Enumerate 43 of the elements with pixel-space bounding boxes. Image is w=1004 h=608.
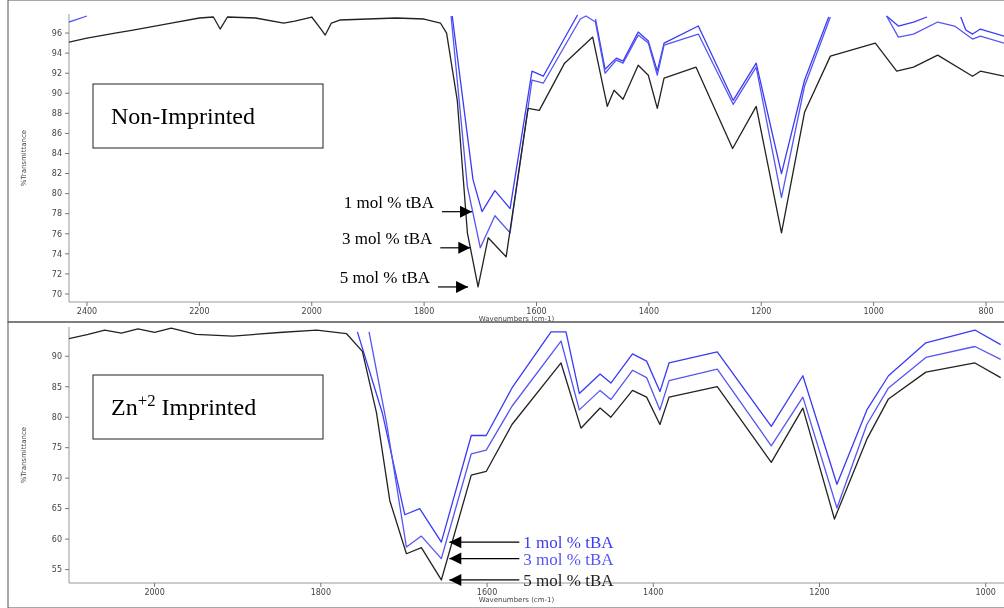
- text: 1 mol % tBA: [343, 192, 435, 212]
- y-tick-label: 76: [51, 229, 62, 239]
- x-tick-label: 1200: [751, 307, 772, 316]
- y-tick-label: 80: [51, 189, 62, 199]
- x-tick-label: 1400: [643, 588, 664, 597]
- x-tick-label: 1000: [863, 307, 884, 316]
- text: Non-Imprinted: [111, 103, 255, 129]
- x-tick-label: 2000: [301, 307, 322, 316]
- y-tick-label: 82: [51, 169, 62, 179]
- y-tick-label: 78: [51, 209, 62, 219]
- x-tick-label: 1000: [975, 588, 996, 597]
- x-tick-label: 2000: [144, 588, 165, 597]
- text: 3 mol % tBA: [342, 228, 434, 248]
- y-tick-label: 85: [51, 382, 62, 392]
- x-tick-label: 1800: [310, 588, 332, 597]
- y-tick-label: 75: [51, 443, 62, 453]
- y-tick-label: 92: [51, 69, 62, 79]
- y-tick-label: 88: [51, 109, 62, 119]
- y-tick-label: 96: [51, 28, 62, 38]
- x-tick-label: 1800: [413, 307, 435, 316]
- y-tick-label: 84: [51, 149, 62, 159]
- y-tick-label: 86: [51, 129, 62, 139]
- y-tick-label: 94: [51, 48, 62, 58]
- text: Zn$^{+2}$ Imprinted: [111, 390, 257, 420]
- y-tick-label: 90: [51, 352, 62, 362]
- x-tick-label: 800: [978, 307, 994, 316]
- y-tick-label: 72: [51, 269, 62, 279]
- text: 5 mol % tBA: [339, 267, 431, 287]
- text: 5 mol % tBA: [523, 570, 615, 590]
- y-tick-label: 70: [51, 289, 62, 299]
- y-tick-label: 90: [51, 89, 62, 99]
- y-tick-label: 80: [51, 413, 62, 423]
- x-tick-label: 2400: [76, 307, 98, 316]
- y-tick-label: 60: [51, 534, 62, 544]
- y-tick-label: 74: [51, 249, 62, 259]
- x-tick-label: 1600: [476, 588, 498, 597]
- y-tick-label: 65: [51, 504, 62, 514]
- y-tick-label: 55: [51, 565, 62, 575]
- y-tick-label: 70: [51, 473, 62, 483]
- x-tick-label: 1400: [638, 307, 660, 316]
- x-tick-label: 1600: [526, 307, 547, 316]
- x-tick-label: 1200: [809, 588, 830, 597]
- x-tick-label: 2200: [189, 307, 210, 316]
